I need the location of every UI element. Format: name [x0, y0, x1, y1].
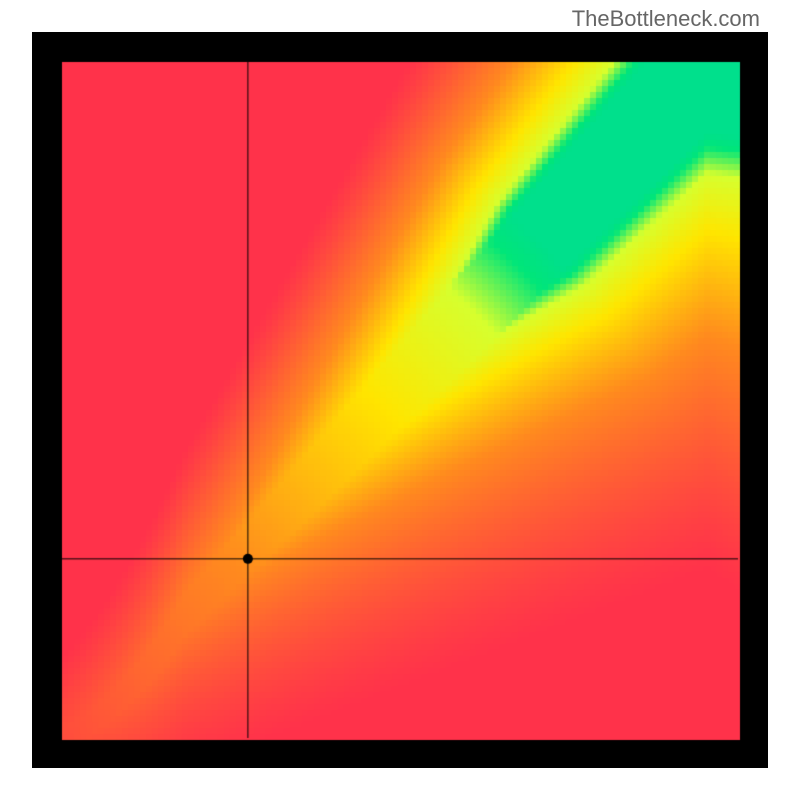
chart-container: TheBottleneck.com [0, 0, 800, 800]
watermark-text: TheBottleneck.com [572, 6, 760, 32]
plot-area [32, 32, 768, 768]
heatmap-canvas [32, 32, 768, 768]
